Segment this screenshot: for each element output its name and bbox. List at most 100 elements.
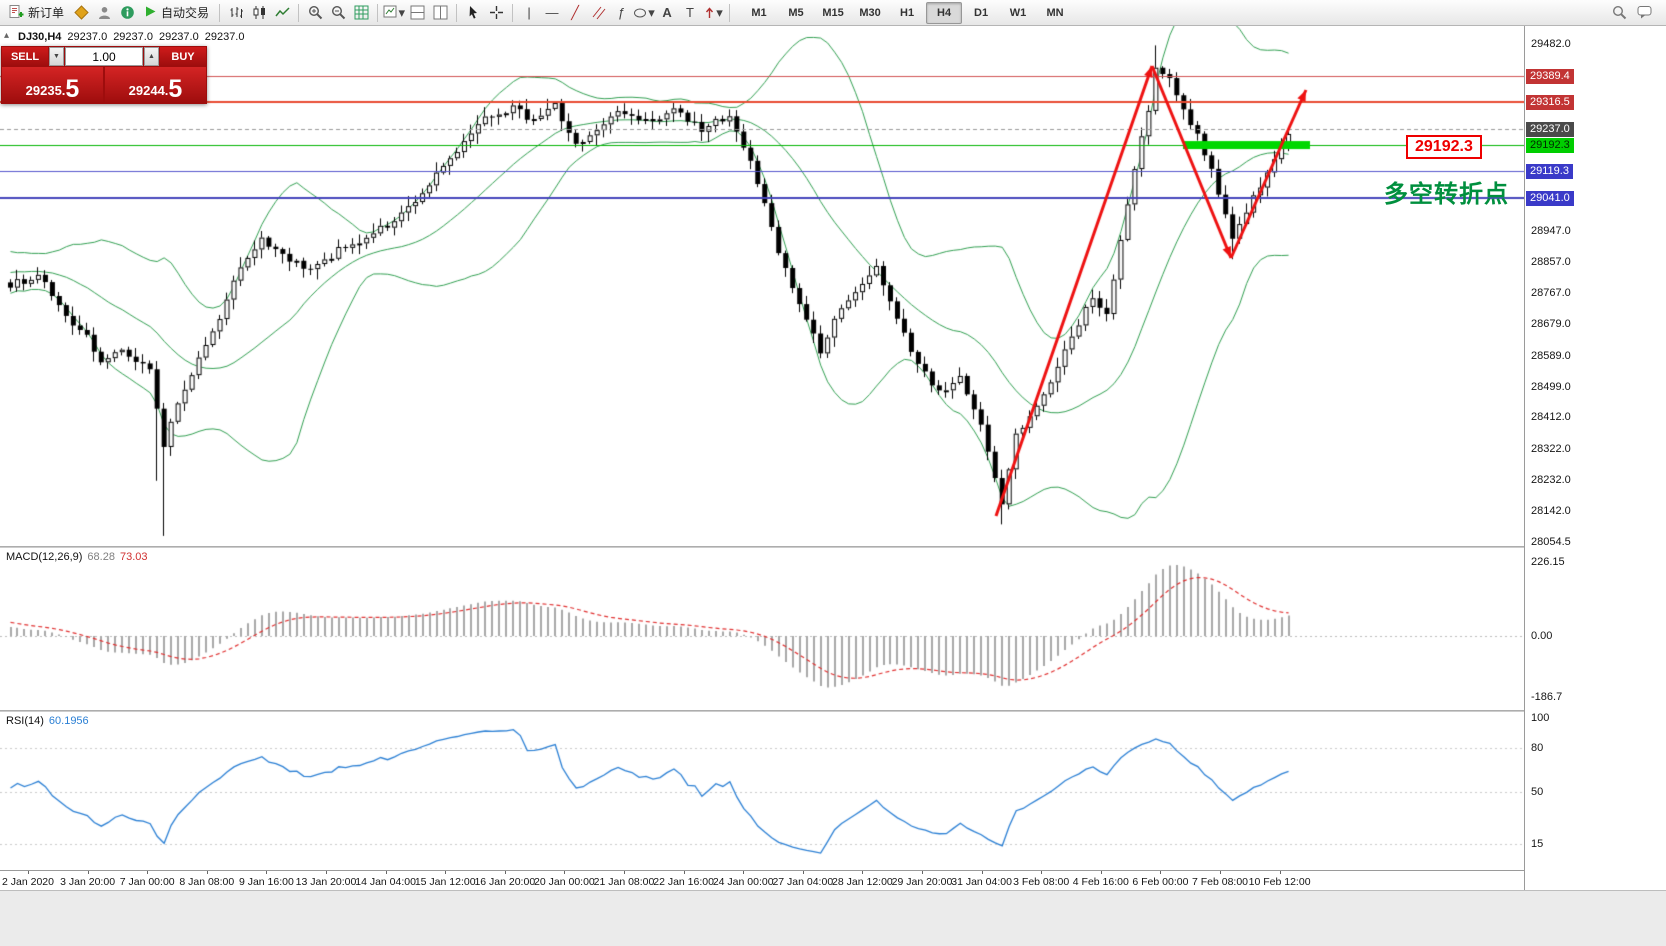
grid-button[interactable] [350,2,372,24]
profile-icon[interactable] [93,2,115,24]
time-axis-label: 8 Jan 08:00 [179,876,235,888]
macd-scale-label: 0.00 [1531,630,1553,642]
time-axis-tick [206,871,208,874]
time-axis-tick [743,871,745,874]
time-axis-tick [266,871,268,874]
new-chart-button[interactable]: ▾ [383,2,405,24]
timeframe-button-w1[interactable]: W1 [1009,6,1027,19]
dropdown-caret-icon: ▾ [398,5,406,20]
horizontal-line-tool-button[interactable]: — [545,5,559,20]
time-axis-tick [624,871,625,874]
time-axis-label: 15 Jan 12:00 [414,876,476,888]
symbol-period-label: DJ30,H4 [18,31,62,43]
time-axis-tick [564,871,566,874]
price-level-tag: 29041.0 [1526,190,1574,206]
one-click-trading-panel: SELL ▼ ▲ BUY 29235.5 29244.5 [1,46,207,104]
time-axis-label: 31 Jan 04:00 [951,876,1012,888]
tile-horizontal-button[interactable] [406,2,428,24]
time-axis-tick [683,871,685,874]
search-icon[interactable] [1608,2,1630,24]
vertical-line-tool-button[interactable]: | [527,5,531,20]
time-axis-label: 7 Jan 00:00 [119,876,175,888]
rsi-indicator-label: RSI(14) 60.1956 [6,715,89,727]
volume-up-button[interactable]: ▲ [144,47,159,66]
ohlc-open: 29237.0 [67,31,108,43]
dropdown-caret-icon: ▾ [716,5,723,20]
chart-line-button[interactable] [271,2,293,24]
macd-indicator-label: MACD(12,26,9) 68.28 73.03 [6,551,148,563]
panel-splitter[interactable] [0,710,1666,712]
buy-button[interactable]: BUY [160,47,206,66]
time-axis-tick [385,871,387,874]
price-scale-label: 28499.0 [1531,380,1571,393]
shapes-tool-button[interactable]: ▾ [633,2,655,24]
time-axis-label: 3 Feb 08:00 [1013,876,1070,888]
time-axis-tick [504,871,506,874]
sell-price-main: 29235. [25,83,66,98]
rsi-panel-canvas[interactable] [0,712,1524,870]
time-axis-tick [1220,871,1221,874]
zoom-out-button[interactable] [327,2,349,24]
new-order-button[interactable]: 新订单 [4,2,69,24]
chat-icon[interactable] [1634,2,1656,24]
macd-panel-canvas[interactable] [0,548,1524,710]
timeframe-button-m1[interactable]: M1 [751,6,767,19]
timeframe-button-d1[interactable]: D1 [974,6,989,19]
price-scale[interactable]: 29482.0 28947.0 28857.0 28767.0 28679.0 28589… [1524,26,1666,890]
cursor-tool-button[interactable] [462,2,484,24]
time-axis-label: 2 Jan 2020 [2,876,54,888]
price-scale-label: 28767.0 [1531,287,1571,300]
channel-tool-button[interactable] [587,2,609,24]
timeframe-button-m15[interactable]: M15 [822,6,844,19]
new-order-label: 新订单 [28,6,65,20]
volume-input[interactable] [65,47,143,66]
price-chart-canvas[interactable] [0,26,1524,546]
arrows-tool-button[interactable]: ▾ [702,2,724,24]
info-icon[interactable] [116,2,138,24]
label-tool-button[interactable]: T [686,5,694,20]
sell-button[interactable]: SELL [2,47,48,66]
zoom-in-button[interactable] [304,2,326,24]
price-level-tag: 29316.5 [1526,94,1574,110]
rsi-scale-label: 50 [1531,786,1544,798]
buy-price-pips: 5 [168,74,183,103]
timeframe-button-mn[interactable]: MN [1046,6,1064,19]
timeframe-button-h1[interactable]: H1 [900,6,915,19]
volume-down-button[interactable]: ▼ [49,47,64,66]
price-scale-label: 28947.0 [1531,224,1571,237]
mql5-icon[interactable] [70,2,92,24]
current-price-tag: 29237.0 [1526,122,1574,138]
time-axis-label: 27 Jan 04:00 [772,876,834,888]
turning-point-annotation[interactable]: 多空转折点 [1384,181,1509,208]
autotrade-button[interactable]: 自动交易 [139,2,214,24]
tile-vertical-button[interactable] [429,2,451,24]
macd-signal-value: 73.03 [119,551,148,563]
toolbar-separator [377,3,379,22]
text-tool-button[interactable]: A [662,5,672,20]
autotrade-label: 自动交易 [161,6,210,20]
ohlc-high: 29237.0 [113,31,153,43]
toolbar-separator [298,3,300,22]
timeframe-button-m30[interactable]: M30 [859,6,881,19]
toolbar-separator [456,3,458,22]
crosshair-tool-button[interactable] [485,2,507,24]
time-axis[interactable]: 2 Jan 2020 3 Jan 20:00 7 Jan 00:00 8 Jan 08… [0,870,1524,890]
price-scale-label: 28412.0 [1531,411,1571,424]
collapse-trade-panel-icon[interactable]: ▴ [4,30,10,41]
dropdown-caret-icon: ▾ [648,5,655,20]
timeframe-group: M1 M5 M15 M30 H1 H4 D1 W1 MN [741,1,1073,24]
trendline-tool-button[interactable]: ╱ [571,5,579,20]
time-axis-label: 20 Jan 00:00 [534,876,595,888]
panel-splitter[interactable] [0,546,1666,548]
timeframe-button-h4[interactable]: H4 [926,1,963,24]
sell-price-display[interactable]: 29235. 5 [2,67,103,103]
time-axis-tick [147,871,149,874]
fibonacci-tool-button[interactable]: ƒ [617,5,625,20]
price-callout-annotation[interactable]: 29192.3 [1406,135,1482,159]
timeframe-button-m5[interactable]: M5 [788,6,804,19]
time-axis-tick [28,871,29,874]
buy-price-display[interactable]: 29244. 5 [105,67,206,103]
chart-bars-button[interactable] [225,2,247,24]
chart-candles-button[interactable] [248,2,270,24]
